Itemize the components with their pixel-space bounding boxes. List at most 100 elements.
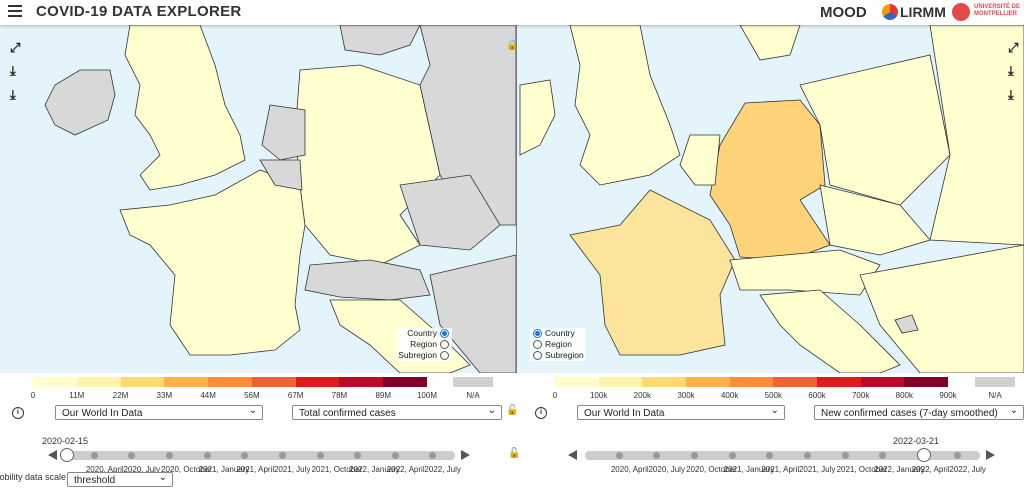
timeline-thumb[interactable] [60, 448, 74, 462]
indicator-select[interactable]: New confirmed cases (7-day smoothed) [814, 403, 1024, 420]
granularity-label: Region [410, 339, 437, 349]
netherlands [261, 104, 306, 161]
france [119, 169, 306, 356]
alps-r [729, 249, 881, 296]
granularity-option[interactable]: Subregion [397, 350, 452, 361]
legend-label: 22M [112, 391, 129, 400]
timeline-prev[interactable] [48, 450, 57, 460]
legend-label: 44M [200, 391, 216, 400]
radio[interactable] [440, 340, 449, 350]
east-r [929, 25, 1024, 246]
timeline-label: 2022, January [349, 465, 400, 474]
granularity-option[interactable]: Subregion [530, 350, 585, 361]
legend-label: 67M [287, 391, 304, 400]
legend-label: 200k [633, 391, 651, 400]
legend-label: 500k [764, 391, 782, 400]
legend-label: 89M [375, 391, 391, 400]
radio[interactable] [533, 340, 542, 350]
date-label: 2020-02-15 [42, 436, 89, 446]
legend-na-label: N/A [466, 391, 480, 400]
granularity-option[interactable]: Country [530, 328, 585, 339]
legend-label: 100M [416, 391, 437, 400]
header: COVID-19 DATA EXPLORER MOOD LIRMM UNIVER… [0, 0, 1024, 25]
mobility-select[interactable]: threshold [67, 470, 173, 487]
timeline-label: 2020, April [610, 465, 649, 474]
menu-button[interactable] [8, 5, 22, 17]
italy-r [759, 289, 901, 373]
kosovo-r [894, 314, 919, 334]
timeline-label: 2021, April [236, 465, 275, 474]
denmark [339, 25, 421, 56]
timeline-tick [429, 452, 437, 459]
radio[interactable] [533, 329, 542, 339]
timeline-tick [90, 452, 98, 459]
timeline-label: 2021, July [273, 465, 311, 474]
granularity-label: Country [545, 328, 575, 338]
download-button[interactable]: ⤓ [10, 87, 16, 102]
legend-swatch [120, 377, 165, 387]
granularity-option[interactable]: Region [530, 339, 585, 350]
lock-button[interactable]: 🔒 [506, 40, 519, 51]
timeline-thumb[interactable] [916, 448, 931, 462]
legend-swatch [33, 377, 78, 387]
radio[interactable] [533, 351, 542, 361]
timeline-tick [128, 452, 136, 459]
date-label: 2022-03-21 [893, 436, 940, 446]
lock-button[interactable]: 🔓 [508, 448, 521, 459]
mobility-label: Mobility data scale : [0, 472, 71, 482]
timeline-label: 2020, July [648, 465, 685, 474]
granularity-label: Subregion [398, 350, 437, 360]
granularity-label: Subregion [545, 350, 584, 360]
switzerland-austria [304, 259, 431, 301]
ireland-r [519, 79, 556, 156]
expand-button[interactable]: ⤢ [1008, 40, 1019, 55]
source-select[interactable]: Our World In Data [577, 403, 785, 420]
granularity-option[interactable]: Region [397, 339, 452, 350]
expand-button[interactable]: ⤢ [10, 40, 21, 55]
app-title: COVID-19 DATA EXPLORER [36, 3, 242, 20]
belgium [259, 159, 303, 191]
legend-swatch [729, 377, 774, 387]
indicator-select[interactable]: Total confirmed cases [292, 403, 502, 420]
timeline-next[interactable] [461, 450, 470, 460]
lock-button[interactable]: 🔓 [506, 405, 519, 416]
timeline-label: 2021, January [723, 465, 775, 474]
download-button[interactable]: ⤓ [1008, 87, 1014, 102]
granularity-label: Country [407, 328, 437, 338]
legend-label: 300k [677, 391, 695, 400]
granularity-option[interactable]: Country [397, 328, 452, 339]
download-button[interactable]: ⤓ [10, 63, 16, 78]
denmark-r [739, 25, 801, 61]
radio[interactable] [440, 351, 449, 361]
timeline-tick [391, 452, 399, 459]
timeline-track[interactable] [585, 448, 980, 462]
timeline-label: 2021, January [198, 465, 250, 474]
timeline-tick [728, 452, 736, 459]
timeline-tick [841, 452, 849, 459]
legend-label: 78M [331, 391, 348, 400]
timeline-tick [954, 452, 962, 459]
balkans [429, 254, 517, 373]
timeline-prev[interactable] [568, 450, 577, 460]
legend-label: 100k [589, 391, 608, 400]
timeline-label: 2022, July [424, 465, 461, 474]
legend-label: 400k [720, 391, 739, 400]
legend-label: 56M [244, 391, 260, 400]
source-select[interactable]: Our World In Data [55, 403, 263, 420]
legend-label: 700k [851, 391, 870, 400]
download-button[interactable]: ⤓ [1008, 63, 1014, 78]
legend-label: 800k [895, 391, 913, 400]
radio[interactable] [440, 329, 449, 339]
timeline-track[interactable] [60, 448, 455, 462]
timeline-tick [691, 452, 699, 459]
timeline-next[interactable] [986, 450, 995, 460]
legend-na-label: N/A [988, 391, 1002, 400]
legend-swatch [339, 377, 384, 387]
ireland [44, 69, 116, 136]
timeline-tick [278, 452, 286, 459]
info-icon: i [12, 407, 24, 419]
legend-swatch [598, 377, 643, 387]
legend-label: 900k [939, 391, 957, 400]
timeline-label: 2022, January [874, 465, 925, 474]
